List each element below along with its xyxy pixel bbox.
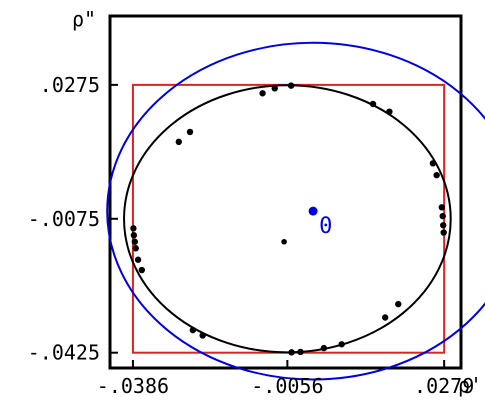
y-tick-label: .0275: [40, 73, 100, 97]
data-point: [381, 314, 389, 321]
center-point: [308, 206, 318, 216]
data-point: [395, 300, 402, 308]
data-point: [259, 90, 266, 97]
plot-frame: [108, 14, 463, 370]
y-tick-label: -.0425: [28, 341, 100, 365]
data-point: [297, 348, 304, 356]
data-point: [338, 341, 345, 348]
x-tick-label: -.0386: [97, 374, 169, 398]
plot-area: 0: [106, 41, 485, 381]
center-point-label: 0: [319, 214, 332, 239]
x-tick-label: -.0056: [251, 374, 323, 398]
data-point: [429, 160, 437, 167]
data-point: [320, 344, 328, 352]
data-point: [199, 332, 206, 339]
data-point: [386, 108, 393, 115]
data-point: [287, 82, 295, 89]
data-point: [440, 222, 447, 229]
data-point: [189, 326, 197, 334]
data-point: [138, 266, 146, 274]
x-tick-label: .0279: [414, 374, 474, 398]
x-axis: -.0386 -.0056 .0279: [97, 360, 474, 398]
data-point: [369, 100, 377, 108]
y-axis-title: ρ": [72, 7, 96, 31]
data-point: [130, 232, 138, 239]
data-point: [132, 245, 139, 252]
x-axis-title: ρ': [458, 373, 482, 397]
outer-circle: [106, 41, 485, 381]
fitted-center-point: [281, 238, 287, 245]
data-point: [288, 349, 295, 356]
data-point: [440, 229, 447, 236]
data-point: [271, 85, 278, 92]
data-point: [134, 256, 142, 263]
data-point: [186, 128, 194, 136]
fitted-circle: [123, 84, 452, 354]
data-point: [175, 138, 182, 146]
y-tick-label: -.0075: [28, 207, 100, 231]
data-point: [438, 204, 446, 211]
data-point: [130, 225, 137, 232]
data-point: [439, 212, 446, 220]
data-point: [433, 171, 440, 179]
data-point: [131, 238, 139, 245]
y-axis: .0275 -.0075 -.0425: [28, 73, 118, 365]
